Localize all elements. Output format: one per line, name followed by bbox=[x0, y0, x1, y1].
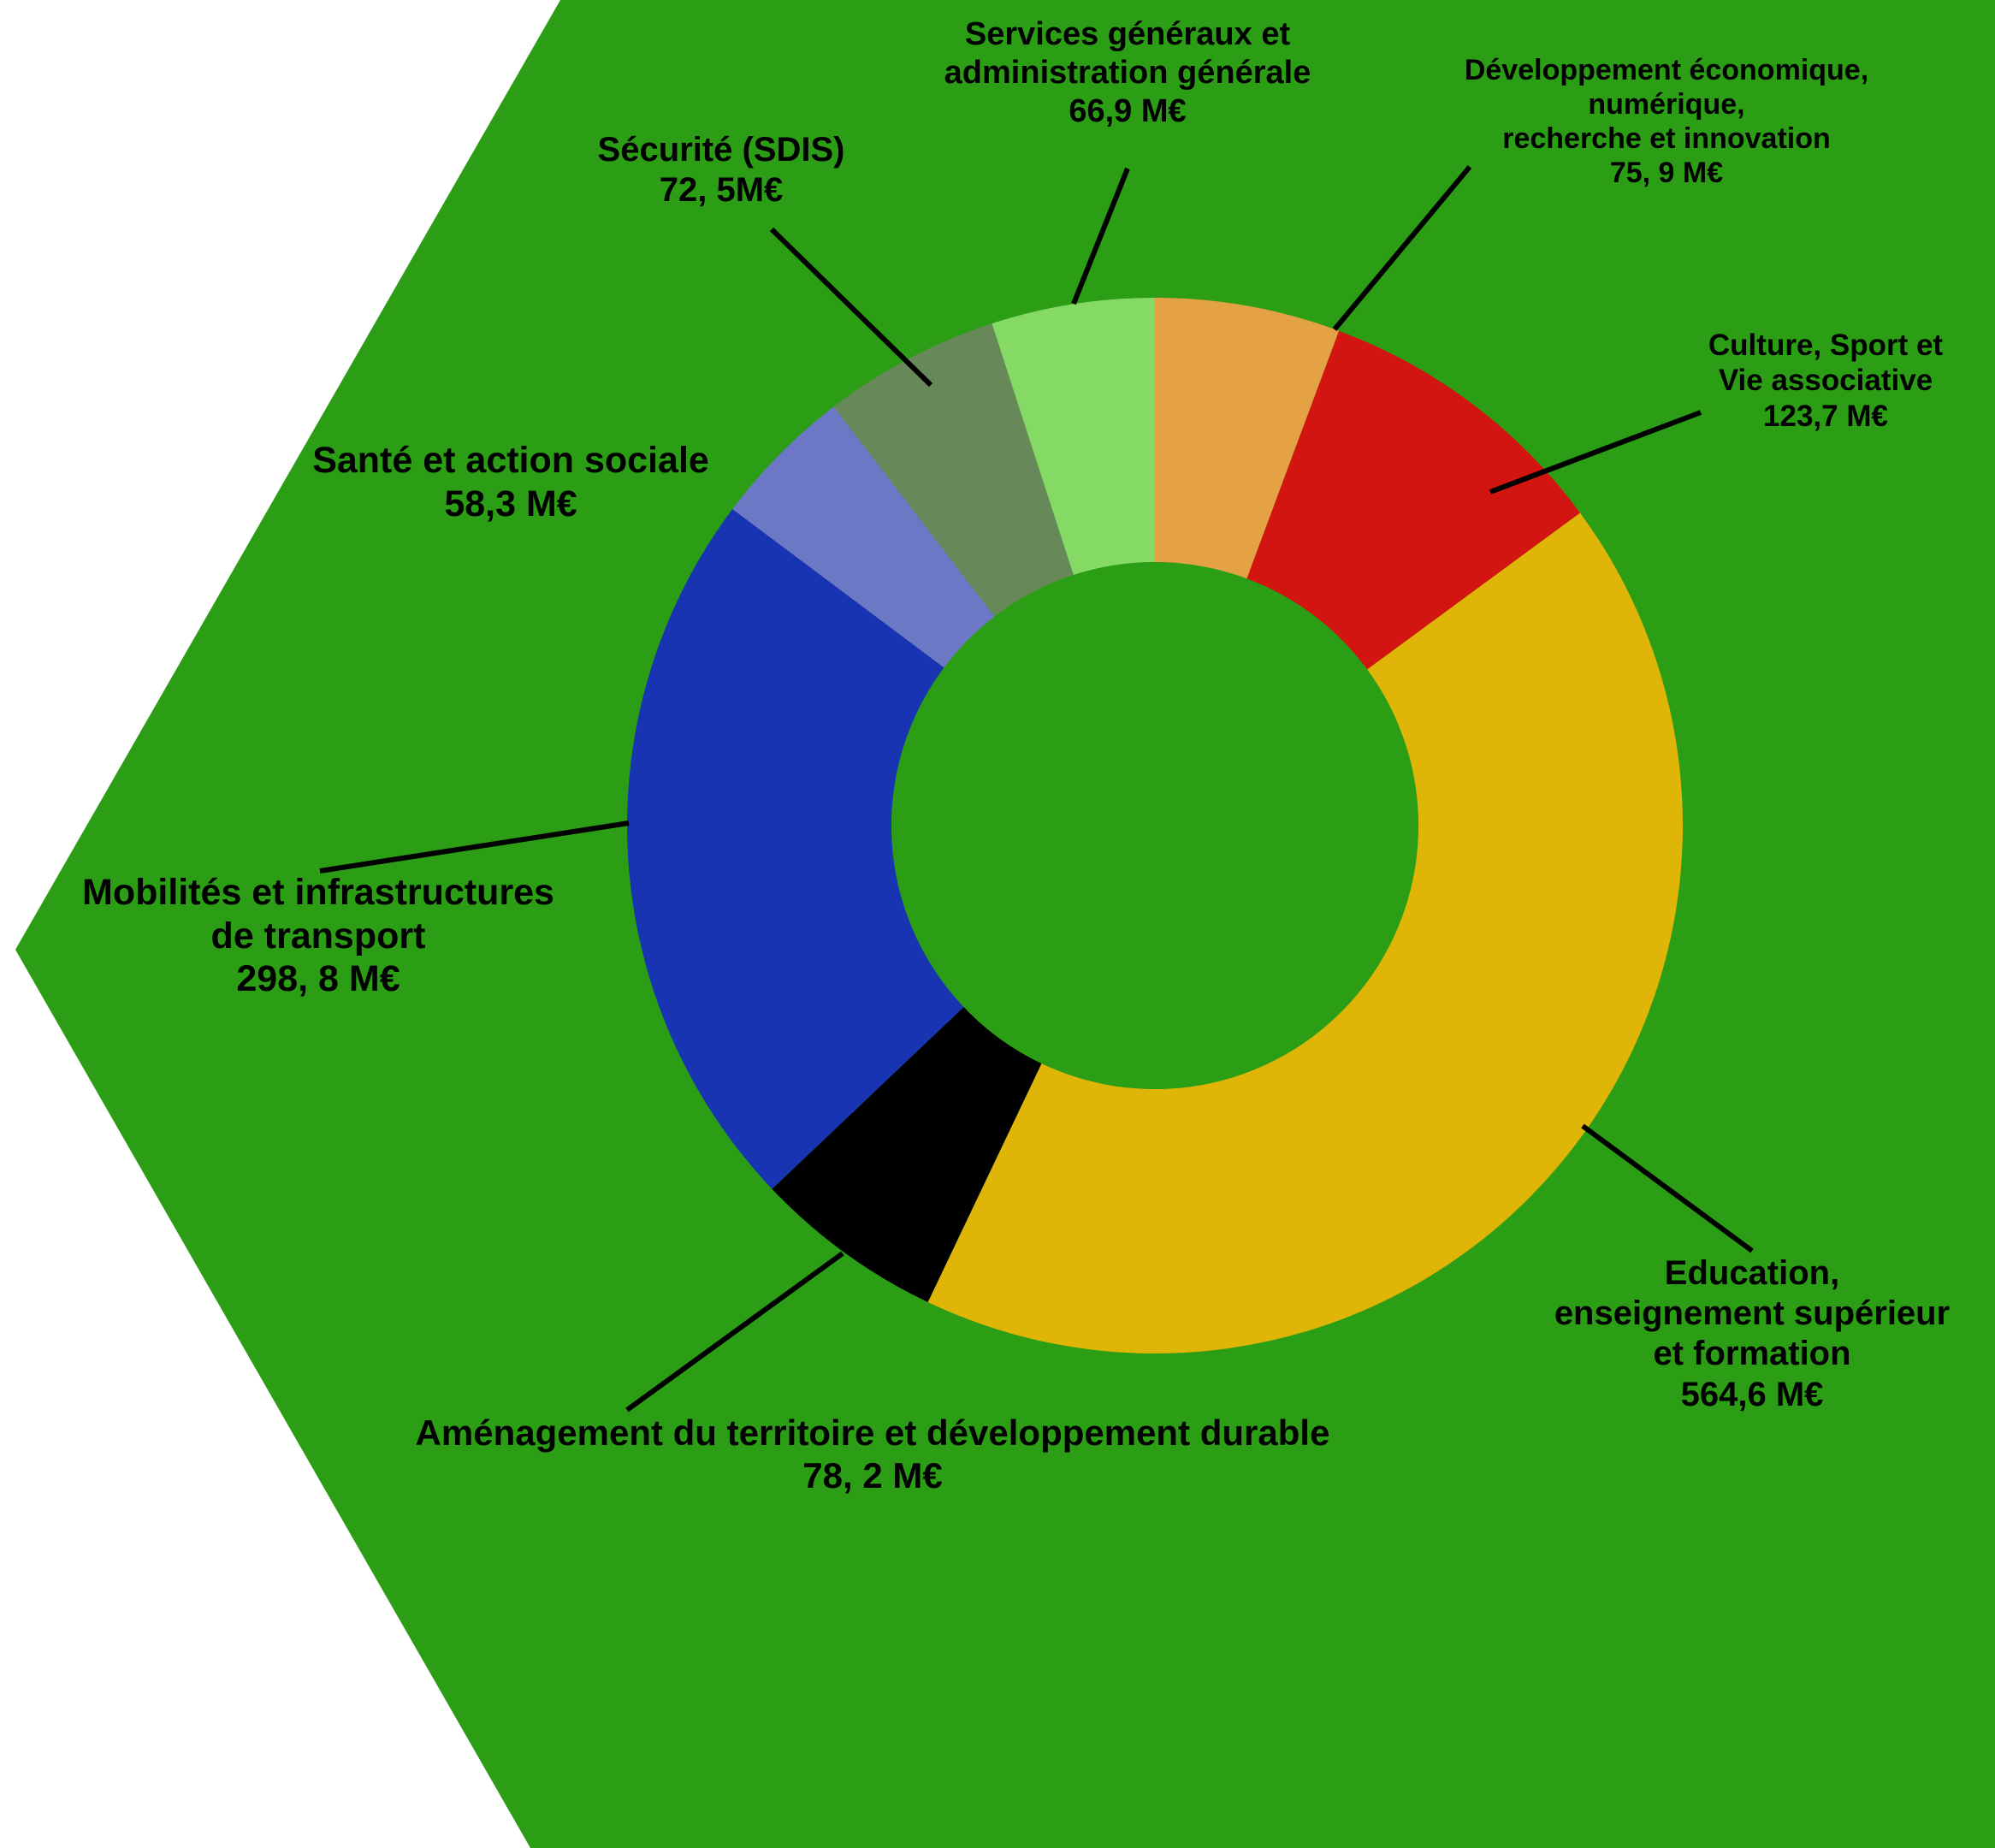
slice-label-6-line-1: 72, 5M€ bbox=[659, 171, 784, 210]
leader-line-7 bbox=[1071, 167, 1130, 305]
leader-line-4 bbox=[319, 820, 630, 874]
slice-label-0-line-0: Développement économique, bbox=[1464, 54, 1869, 86]
slice-2 bbox=[927, 512, 1683, 1353]
slice-label-5-line-1: 58,3 M€ bbox=[444, 483, 577, 524]
slice-label-2-line-3: 564,6 M€ bbox=[1680, 1375, 1824, 1413]
slice-label-3-line-0: Aménagement du territoire et développeme… bbox=[415, 1413, 1330, 1453]
leader-lines bbox=[319, 165, 1754, 1413]
slice-0 bbox=[1155, 298, 1340, 579]
slice-label-7-line-2: 66,9 M€ bbox=[1069, 92, 1187, 129]
slice-label-2: Education, enseignement supérieur et forma… bbox=[1554, 1253, 1950, 1415]
slice-label-6-line-0: Sécurité (SDIS) bbox=[597, 131, 845, 169]
slice-3 bbox=[772, 1007, 1042, 1303]
slice-label-0-line-2: recherche et innovation bbox=[1502, 122, 1831, 156]
slice-label-1: Culture, Sport et Vie associative 123,7 M€ bbox=[1708, 328, 1943, 434]
slice-label-3: Aménagement du territoire et développeme… bbox=[416, 1412, 1330, 1496]
leader-line-0 bbox=[1332, 165, 1472, 331]
slice-label-0-line-1: numérique, bbox=[1588, 88, 1745, 121]
slice-6 bbox=[833, 323, 1074, 617]
slice-label-5-line-0: Santé et action sociale bbox=[312, 440, 709, 481]
leader-line-6 bbox=[769, 227, 933, 388]
slice-1 bbox=[1246, 330, 1581, 670]
slice-label-3-line-1: 78, 2 M€ bbox=[802, 1454, 943, 1496]
slice-label-1-line-1: Vie associative bbox=[1718, 364, 1933, 398]
slice-label-1-line-0: Culture, Sport et bbox=[1708, 329, 1944, 362]
leader-line-2 bbox=[1581, 1123, 1754, 1253]
slice-label-0-line-3: 75, 9 M€ bbox=[1609, 157, 1724, 190]
donut-slices bbox=[626, 298, 1683, 1353]
slice-label-1-line-2: 123,7 M€ bbox=[1763, 399, 1888, 433]
donut-hole bbox=[891, 562, 1418, 1089]
slice-label-7-line-0: Services généraux et bbox=[964, 16, 1291, 52]
slice-label-0: Développement économique, numérique, reche… bbox=[1465, 53, 1868, 190]
slice-label-2-line-0: Education, bbox=[1664, 1254, 1840, 1292]
slice-label-7-line-1: administration générale bbox=[944, 54, 1311, 91]
leader-line-1 bbox=[1489, 410, 1702, 495]
slice-label-4: Mobilités et infrastructures de transport… bbox=[82, 871, 554, 1001]
slice-label-7: Services généraux et administration génér… bbox=[944, 15, 1311, 130]
slice-4 bbox=[626, 509, 964, 1189]
slice-label-2-line-1: enseignement supérieur bbox=[1554, 1294, 1951, 1333]
slice-label-2-line-2: et formation bbox=[1653, 1335, 1851, 1373]
slice-label-4-line-2: 298, 8 M€ bbox=[236, 958, 400, 1000]
slice-5 bbox=[732, 406, 995, 668]
slice-7 bbox=[992, 298, 1155, 576]
slice-label-4-line-1: de transport bbox=[210, 915, 426, 957]
slice-label-6: Sécurité (SDIS) 72, 5M€ bbox=[598, 130, 845, 210]
leader-line-3 bbox=[625, 1251, 844, 1413]
slice-label-4-line-0: Mobilités et infrastructures bbox=[82, 872, 554, 913]
slice-label-5: Santé et action sociale 58,3 M€ bbox=[312, 439, 709, 525]
